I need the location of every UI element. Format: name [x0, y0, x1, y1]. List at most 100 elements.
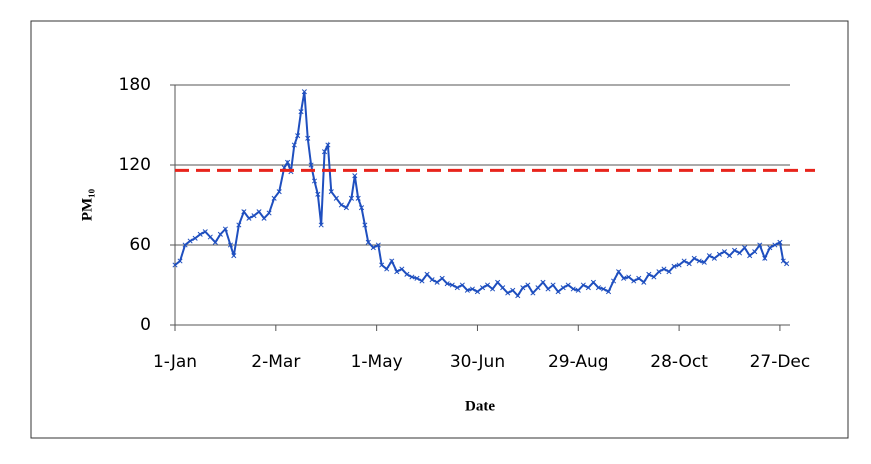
data-marker — [343, 205, 349, 211]
data-marker — [424, 271, 430, 277]
data-marker — [384, 266, 390, 272]
data-marker — [600, 286, 607, 292]
data-marker — [565, 282, 571, 288]
data-marker — [261, 215, 267, 221]
data-marker — [479, 285, 486, 291]
data-marker — [742, 245, 748, 251]
x-tick-label: 29-Aug — [548, 352, 609, 372]
data-marker — [706, 253, 712, 259]
data-marker — [246, 215, 252, 221]
data-marker — [696, 258, 702, 264]
data-marker — [605, 289, 612, 295]
data-marker — [762, 255, 768, 261]
data-marker — [459, 282, 465, 288]
data-marker — [530, 290, 536, 296]
data-marker — [321, 149, 328, 155]
data-marker — [348, 195, 354, 201]
data-marker — [686, 261, 692, 267]
data-marker — [301, 89, 307, 95]
data-marker — [464, 287, 470, 293]
data-marker — [379, 262, 385, 268]
data-marker — [251, 213, 257, 219]
data-marker — [716, 251, 722, 257]
data-marker — [772, 242, 778, 248]
data-marker — [449, 282, 455, 288]
data-marker — [525, 282, 531, 288]
x-axis-title: Date — [465, 398, 495, 414]
data-marker — [291, 142, 297, 148]
x-tick-label: 2-Mar — [251, 352, 300, 372]
data-marker — [560, 285, 566, 291]
data-marker — [701, 259, 707, 265]
data-marker — [187, 238, 193, 244]
data-marker — [172, 262, 178, 268]
y-tick-label: 0 — [140, 315, 151, 335]
data-marker — [266, 210, 272, 216]
data-marker — [641, 279, 647, 285]
y-axis-title: PM₁₀ — [79, 188, 95, 221]
data-marker — [631, 278, 637, 284]
data-marker — [308, 162, 314, 168]
data-marker — [311, 178, 318, 184]
data-marker — [611, 278, 617, 284]
data-marker — [285, 159, 291, 165]
data-marker — [419, 278, 425, 284]
data-marker — [474, 289, 481, 295]
data-marker — [212, 239, 218, 245]
chart-border — [30, 20, 849, 439]
data-marker — [726, 253, 733, 259]
data-marker — [276, 189, 282, 195]
data-marker — [752, 249, 758, 255]
data-marker — [555, 289, 561, 295]
data-marker — [731, 247, 738, 253]
data-marker — [515, 293, 521, 299]
data-marker — [375, 242, 381, 248]
data-marker — [777, 239, 783, 245]
data-marker — [484, 282, 491, 288]
data-marker — [236, 222, 242, 228]
data-marker — [202, 229, 208, 235]
data-marker — [429, 277, 435, 283]
data-marker — [651, 274, 657, 280]
data-marker — [540, 279, 546, 285]
data-marker — [490, 286, 496, 292]
data-marker — [207, 234, 213, 240]
data-marker — [747, 253, 753, 259]
data-marker — [256, 209, 262, 215]
data-marker — [570, 286, 576, 292]
data-marker — [414, 275, 420, 281]
data-marker — [227, 242, 234, 248]
data-marker — [389, 258, 395, 264]
data-marker — [671, 263, 677, 269]
data-marker — [370, 245, 376, 251]
data-marker — [621, 275, 627, 281]
data-line — [174, 91, 788, 298]
data-marker — [721, 249, 728, 255]
x-tick-label: 28-Oct — [650, 352, 708, 372]
data-marker — [454, 285, 460, 291]
data-marker — [295, 133, 301, 139]
data-marker — [177, 258, 183, 264]
data-marker — [182, 242, 188, 248]
data-marker — [271, 195, 277, 201]
x-tick-label: 1-May — [351, 352, 403, 372]
data-marker — [616, 269, 622, 275]
data-marker — [500, 285, 506, 291]
data-marker — [325, 142, 331, 148]
data-marker — [737, 250, 743, 256]
data-marker — [241, 209, 247, 215]
data-marker — [217, 231, 223, 237]
data-marker — [231, 253, 237, 259]
data-marker — [505, 290, 511, 296]
data-marker — [439, 275, 445, 281]
data-marker — [550, 282, 556, 288]
data-marker — [318, 222, 324, 228]
data-marker — [636, 275, 642, 281]
data-marker — [409, 274, 415, 280]
data-marker — [365, 239, 371, 245]
data-marker — [333, 195, 339, 201]
x-tick-label: 27-Dec — [750, 352, 811, 372]
data-marker — [399, 266, 405, 272]
